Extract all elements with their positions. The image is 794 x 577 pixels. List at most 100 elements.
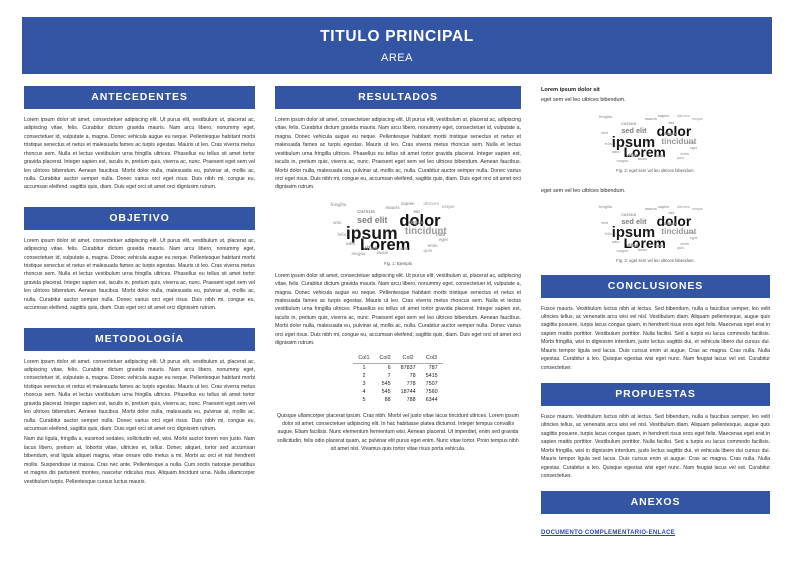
wordcloud-word: sapien — [657, 204, 670, 209]
wordcloud-word: ipsum — [611, 134, 656, 151]
wordcloud-word: ultrices — [423, 201, 439, 207]
wordcloud-word: neque — [441, 203, 455, 209]
results-table: Col1 Col2 Col2 Col3 1 6 87837 787 2 7 78 5415 3 545 7… — [353, 353, 443, 404]
wordcloud-word: neque — [692, 206, 703, 211]
wordcloud-word: Lorem — [623, 234, 666, 251]
column-left: ANTECEDENTES Lorem ipsum dolor sit amet,… — [0, 86, 265, 539]
wordcloud-word: eget — [689, 146, 698, 151]
wordcloud-word: mauris — [385, 204, 400, 210]
table-row: 1 6 87837 787 — [353, 363, 442, 372]
table-row: 4 545 18744 7560 — [353, 388, 442, 396]
section-header-anexos: ANEXOS — [541, 491, 770, 515]
wordcloud-word: quis — [423, 248, 433, 254]
figure-1-caption: Fig. 1: Ejemplo — [384, 260, 412, 266]
wordcloud-word: sapien — [400, 201, 415, 207]
wordcloud-word: dolor — [399, 211, 441, 230]
wordcloud-word: nibh — [436, 231, 446, 237]
wordcloud-word: est — [668, 210, 674, 215]
table-body: 1 6 87837 787 2 7 78 5415 3 545 778 7507 4 545 18744 75… — [353, 363, 442, 404]
propuestas-paragraph: Fusce mauris. Vestibulum luctus nibh at … — [541, 413, 770, 479]
wordcloud-word: ultrices — [676, 204, 690, 209]
wordcloud-word: tincidunt — [661, 136, 697, 147]
wordcloud-word: dolor — [656, 212, 692, 229]
table-row: 3 545 778 7507 — [353, 380, 442, 388]
wordcloud-word: felis — [604, 232, 613, 237]
wordcloud-word: fringilla — [330, 202, 347, 208]
table-col-header: Col2 — [395, 353, 421, 364]
wordcloud-word: wisi — [333, 219, 342, 225]
right-intro-heading: Lorem ipsum dolor sit — [541, 87, 600, 93]
wordcloud-word: eget — [689, 236, 698, 241]
wordcloud-word: Lorem — [623, 144, 666, 161]
table-cell: 788 — [406, 396, 416, 403]
wordcloud-word: cursus — [621, 211, 637, 217]
wordcloud-word: Lorem — [359, 236, 411, 255]
table-cell: 5 — [362, 396, 366, 403]
table-row: 2 7 78 5415 — [353, 372, 442, 380]
wordcloud-word: sed elit — [621, 126, 647, 136]
wordcloud-word: ipsum — [611, 224, 656, 241]
wordcloud-word: felis — [337, 232, 347, 238]
wordcloud-word: mauris — [644, 117, 657, 122]
wordcloud-word: augue — [663, 221, 678, 227]
wordcloud-word: wisi — [601, 130, 609, 135]
wordcloud-word: est — [668, 120, 674, 125]
wordcloud-word: tincidunt — [661, 226, 697, 237]
anexos-link[interactable]: DOCUMENTO COMPLEMENTARIO-ENLACE — [541, 530, 676, 537]
wordcloud-word: eget — [438, 237, 448, 243]
section-header-conclusiones: CONCLUSIONES — [541, 274, 770, 298]
figure-2: dolor ipsum Lorem tincidunt sed elit cursus au… — [541, 110, 770, 173]
table-cell: 778 — [406, 380, 416, 387]
wordcloud-word: lacus — [376, 249, 389, 255]
wordcloud-word: sed elit — [357, 214, 388, 225]
table-cell: 7 — [387, 372, 391, 379]
antecedentes-paragraph: Lorem ipsum dolor sit amet, consectetuer… — [24, 117, 255, 191]
wordcloud-word: enim — [680, 241, 689, 246]
section-header-resultados: RESULTADOS — [275, 86, 521, 109]
page-title: TITULO PRINCIPAL — [320, 27, 474, 45]
section-header-metodologia: METODOLOGÍA — [24, 327, 255, 351]
poster-columns: ANTECEDENTES Lorem ipsum dolor sit amet,… — [0, 86, 794, 539]
wordcloud-word: mauris — [644, 207, 657, 212]
wordcloud-word: nibh — [687, 231, 696, 236]
results-table-wrap: Col1 Col2 Col2 Col3 1 6 87837 787 2 7 78 5415 3 545 7… — [275, 353, 521, 404]
wordcloud-word: magna — [616, 158, 629, 163]
wordcloud-word: neque — [692, 116, 703, 121]
section-header-propuestas: PROPUESTAS — [541, 382, 770, 406]
table-cell: 18744 — [400, 388, 416, 395]
wordcloud-word: fringilla — [598, 115, 613, 120]
wordcloud-word: quis — [676, 246, 685, 251]
wordcloud-word: est — [413, 208, 420, 214]
wordcloud-word: enim — [427, 243, 438, 249]
wordcloud-word: vitae — [625, 243, 639, 250]
resultados-paragraph-1: Lorem ipsum dolor sit amet, consectetuer… — [275, 117, 521, 191]
figure-3: dolor ipsum Lorem tincidunt sed elit cursus au… — [541, 200, 770, 263]
wordcloud-word: magna — [351, 251, 366, 257]
table-cell: 87837 — [400, 364, 416, 371]
table-col-header: Col3 — [420, 353, 443, 364]
table-cell: 6 — [387, 364, 391, 371]
right-mid-text: eget sem vel leo ultrices bibendum. — [541, 187, 626, 194]
table-cell: 7507 — [425, 380, 438, 387]
table-cell: 5415 — [425, 372, 438, 379]
wordcloud-word: sapien — [657, 114, 670, 119]
table-cell: 545 — [381, 388, 391, 395]
wordcloud-word: odio — [611, 239, 620, 244]
wordcloud-3: dolor ipsum Lorem tincidunt sed elit cursus au… — [590, 200, 721, 256]
wordcloud-word: cursus — [357, 209, 376, 216]
table-cell: 78 — [409, 372, 416, 379]
wordcloud-word: lacus — [637, 247, 648, 252]
wordcloud-word: vitae — [625, 153, 639, 160]
wordcloud-word: enim — [680, 151, 689, 156]
metodologia-paragraph-2: Nam dui ligula, fringilla a, euismod sod… — [24, 436, 255, 485]
column-middle: RESULTADOS Lorem ipsum dolor sit amet, c… — [265, 86, 531, 539]
right-intro-subtext: eget sem vel leo ultrices bibendum. — [541, 97, 626, 104]
table-row: 5 88 788 6344 — [353, 396, 442, 404]
wordcloud-word: fringilla — [598, 205, 613, 210]
wordcloud-word: cursus — [621, 121, 637, 127]
wordcloud-word: wisi — [601, 220, 609, 225]
poster-header: TITULO PRINCIPAL AREA — [22, 17, 772, 74]
wordcloud-word: lacus — [637, 157, 648, 162]
wordcloud-word: augue — [663, 131, 678, 137]
wordcloud-word: ipsum — [345, 223, 398, 244]
